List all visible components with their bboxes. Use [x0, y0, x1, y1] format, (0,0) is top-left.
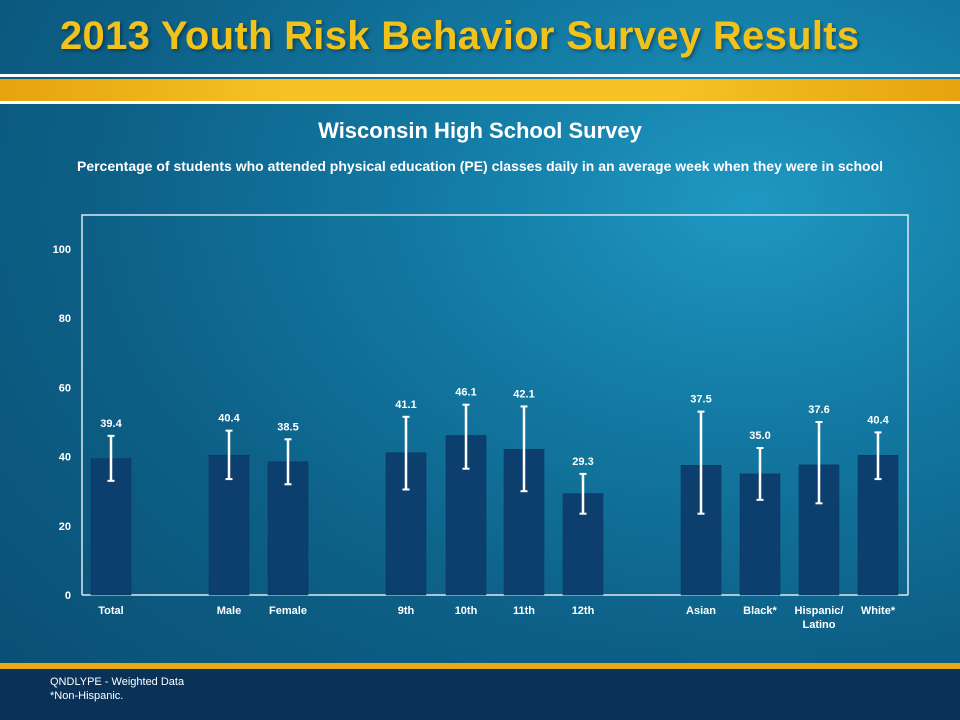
y-tick-label: 100	[53, 244, 71, 256]
banner-gold-band	[0, 79, 960, 101]
x-tick-label: 11th	[513, 605, 535, 617]
x-tick-label: Female	[269, 605, 307, 617]
x-tick-label: 12th	[572, 605, 595, 617]
data-label: 38.5	[277, 421, 298, 433]
x-tick-label: Black*	[743, 605, 777, 617]
y-tick-label: 40	[59, 452, 71, 464]
x-tick-label: Latino	[803, 619, 836, 631]
x-tick-label: White*	[861, 605, 896, 617]
footnote-non-hispanic: *Non-Hispanic.	[50, 690, 124, 702]
data-label: 40.4	[218, 413, 240, 425]
banner-rule-bottom	[0, 101, 960, 104]
data-label: 37.5	[690, 394, 711, 406]
data-label: 37.6	[808, 404, 829, 416]
x-tick-label: Hispanic/	[795, 605, 844, 617]
plot-frame	[81, 214, 909, 595]
x-tick-label: Male	[217, 605, 241, 617]
y-tick-label: 20	[59, 521, 71, 533]
bar	[857, 454, 899, 596]
data-label: 41.1	[395, 399, 416, 411]
footer-band	[0, 663, 960, 720]
x-tick-label: 9th	[398, 605, 415, 617]
chart-title: Wisconsin High School Survey	[318, 118, 642, 143]
x-tick-label: Asian	[686, 605, 716, 617]
y-tick-label: 60	[59, 382, 71, 394]
banner-title: 2013 Youth Risk Behavior Survey Results	[60, 14, 860, 58]
footnote-weighted-data: QNDLYPE - Weighted Data	[50, 676, 185, 688]
banner-rule-top	[0, 74, 960, 77]
x-tick-label: 10th	[455, 605, 478, 617]
y-tick-label: 0	[65, 590, 71, 602]
data-label: 35.0	[749, 430, 770, 442]
x-tick-label: Total	[98, 605, 123, 617]
data-label: 46.1	[455, 387, 476, 399]
data-label: 42.1	[513, 388, 534, 400]
chart-subtitle: Percentage of students who attended phys…	[76, 158, 884, 174]
data-label: 40.4	[867, 414, 889, 426]
y-tick-label: 80	[59, 313, 71, 325]
data-label: 39.4	[100, 418, 122, 430]
data-label: 29.3	[572, 456, 593, 468]
